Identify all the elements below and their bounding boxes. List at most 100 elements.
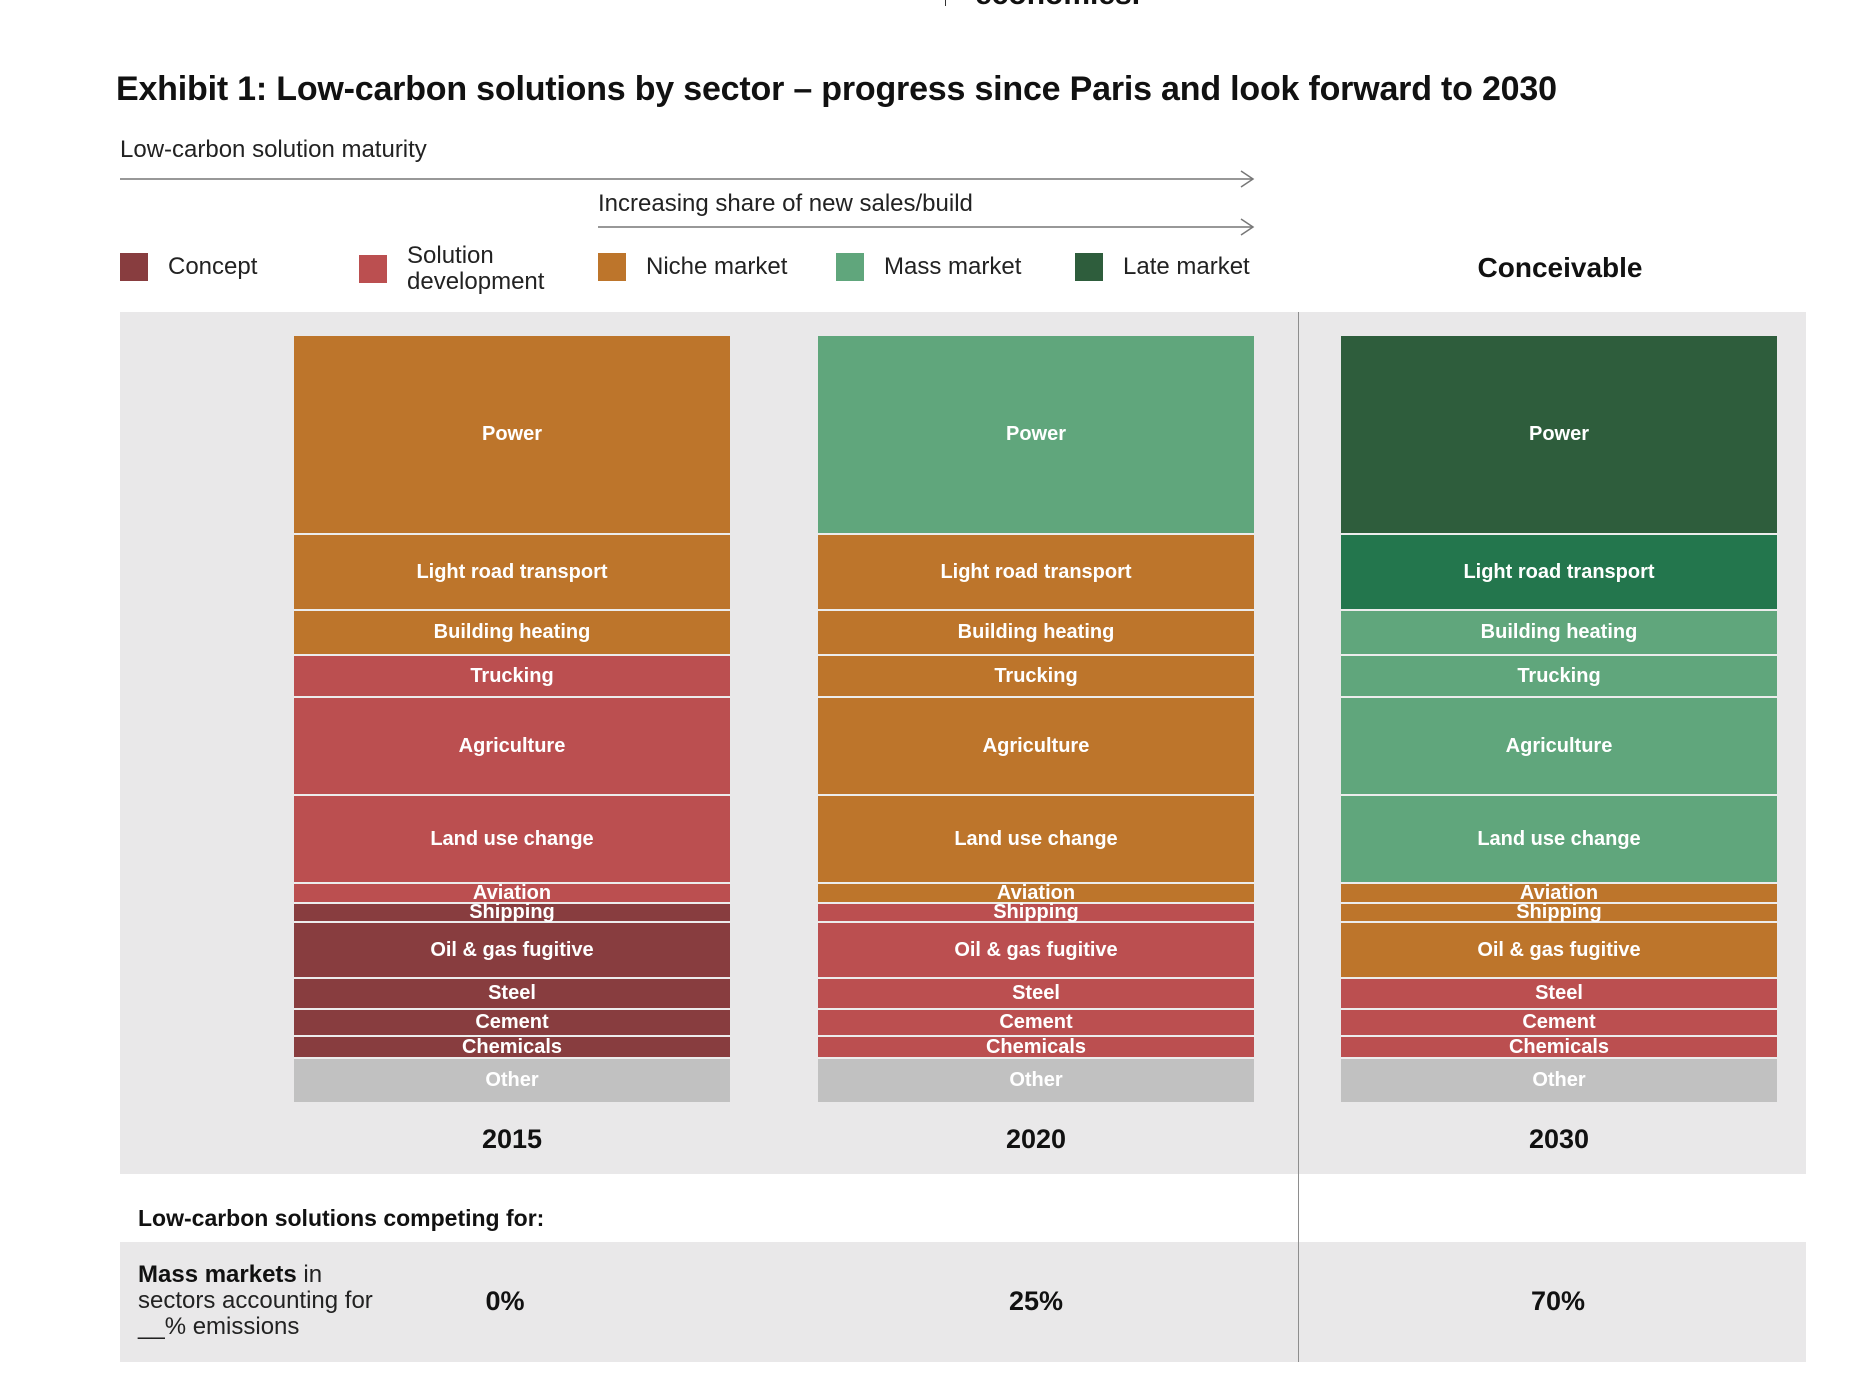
legend-swatch-late [1075,253,1103,281]
bar-segment-2015-11: Chemicals [294,1035,730,1059]
bar-segment-2030-2: Building heating [1341,611,1777,656]
bar-segment-2030-6: Aviation [1341,883,1777,904]
bar-segment-label: Land use change [1477,827,1641,850]
bar-segment-2020-12: Other [818,1058,1254,1102]
conceivable-heading: Conceivable [1477,252,1643,283]
bar-segment-2020-8: Oil & gas fugitive [818,922,1254,980]
legend-mass-market: Mass market [836,253,1021,281]
bar-segment-label: Agriculture [982,735,1090,758]
bar-segment-label: Oil & gas fugitive [1477,939,1641,962]
bar-segment-label: Aviation [472,881,552,904]
legend-swatch-solution [359,255,387,283]
bar-segment-label: Chemicals [461,1035,563,1058]
legend-label-mass: Mass market [884,253,1022,280]
bar-segment-2030-9: Steel [1341,979,1777,1010]
bar-segment-label: Shipping [469,901,555,924]
bar-segment-2020-7: Shipping [818,901,1254,924]
maturity-arrow [120,170,1255,188]
bar-segment-label: Land use change [430,827,594,850]
bar-segment-label: Oil & gas fugitive [430,939,594,962]
bar-segment-2030-3: Trucking [1341,655,1777,698]
legend-swatch-niche [598,253,626,281]
legend-label-niche: Niche market [646,253,788,280]
bar-segment-label: Trucking [1517,664,1601,687]
bar-segment-2030-10: Cement [1341,1009,1777,1037]
bar-segment-2030-11: Chemicals [1341,1035,1777,1059]
legend-label-concept: Concept [168,253,258,280]
bar-segment-2020-2: Building heating [818,611,1254,656]
bar-segment-label: Chemicals [1508,1035,1610,1058]
bar-segment-label: Other [1009,1069,1063,1092]
bar-segment-2015-3: Trucking [294,655,730,698]
legend-concept: Concept [120,253,257,281]
pct-2015: 0% [485,1286,525,1316]
bar-segment-2015-4: Agriculture [294,697,730,797]
bar-segment-2015-6: Aviation [294,881,730,904]
bar-segment-2030-8: Oil & gas fugitive [1341,922,1777,980]
legend-late-market: Late market [1075,253,1250,281]
bar-segment-label: Cement [475,1011,549,1034]
bar-segment-label: Light road transport [416,561,608,583]
bar-segment-label: Agriculture [458,735,566,758]
bar-segment-label: Steel [488,982,536,1005]
bar-segment-label: Power [1528,423,1590,446]
bar-segment-2015-9: Steel [294,979,730,1010]
bar-segment-2015-8: Oil & gas fugitive [294,922,730,980]
bar-segment-label: Shipping [993,901,1079,924]
previous-text-fragment: economies. [975,0,1140,12]
share-arrow [598,218,1255,236]
bar-segment-2015-1: Light road transport [294,534,730,612]
bar-segment-label: Trucking [994,664,1078,687]
bar-segment-2030-5: Land use change [1341,796,1777,884]
bar-segment-label: Cement [999,1011,1073,1034]
mass-market-panel [120,1242,1806,1362]
bar-segment-2020-10: Cement [818,1009,1254,1037]
bar-segment-label: Land use change [954,827,1118,850]
bar-segment-label: Steel [1535,982,1583,1005]
bar-segment-2020-4: Agriculture [818,697,1254,797]
maturity-label: Low-carbon solution maturity [120,136,427,163]
mass-markets-label: Mass markets in sectors accounting for _… [138,1262,398,1340]
bar-segment-label: Chemicals [985,1035,1087,1058]
pct-2020: 25% [1008,1286,1064,1316]
exhibit-title: Exhibit 1: Low-carbon solutions by secto… [116,70,1557,108]
bar-segment-label: Power [1005,423,1067,446]
legend-label-late: Late market [1123,253,1250,280]
pct-2030: 70% [1530,1286,1586,1316]
bar-segment-2020-11: Chemicals [818,1035,1254,1059]
share-label: Increasing share of new sales/build [598,190,973,217]
bar-segment-label: Building heating [433,621,591,644]
bar-segment-2015-2: Building heating [294,611,730,656]
mass-markets-bold: Mass markets [138,1261,297,1288]
bar-segment-label: Other [1532,1069,1586,1092]
bar-segment-2015-7: Shipping [294,901,730,924]
bar-segment-label: Steel [1012,982,1060,1005]
bar-segment-label: Light road transport [1463,561,1655,583]
competing-label: Low-carbon solutions competing for: [138,1205,545,1231]
bar-segment-2020-1: Light road transport [818,534,1254,612]
bar-segment-2015-0: Power [294,336,730,535]
bar-segment-2015-5: Land use change [294,796,730,884]
bar-segment-2030-12: Other [1341,1058,1777,1102]
legend-swatch-mass [836,253,864,281]
bar-segment-label: Building heating [1480,621,1638,644]
bar-segment-label: Light road transport [940,561,1132,583]
bar-segment-2020-3: Trucking [818,655,1254,698]
bar-segment-label: Building heating [957,621,1115,644]
bar-segment-label: Agriculture [1505,735,1613,758]
bar-segment-2030-7: Shipping [1341,902,1777,923]
year-label-2020: 2020 [1005,1124,1067,1154]
bar-segment-label: Trucking [470,664,554,687]
year-label-2015: 2015 [481,1124,543,1154]
bar-segment-label: Cement [1522,1011,1596,1034]
mass-markets-rest: in sectors accounting for __% emissions [138,1261,373,1340]
bar-segment-label: Aviation [996,881,1076,904]
legend-swatch-concept [120,253,148,281]
previous-divider [945,0,946,6]
bar-segment-2030-1: Light road transport [1341,534,1777,612]
legend-niche-market: Niche market [598,253,787,281]
legend-label-solution: Solution development [407,242,545,295]
legend-solution-development: Solution development [359,243,544,295]
bar-segment-2030-0: Power [1341,336,1777,535]
column-divider [1298,312,1299,1362]
